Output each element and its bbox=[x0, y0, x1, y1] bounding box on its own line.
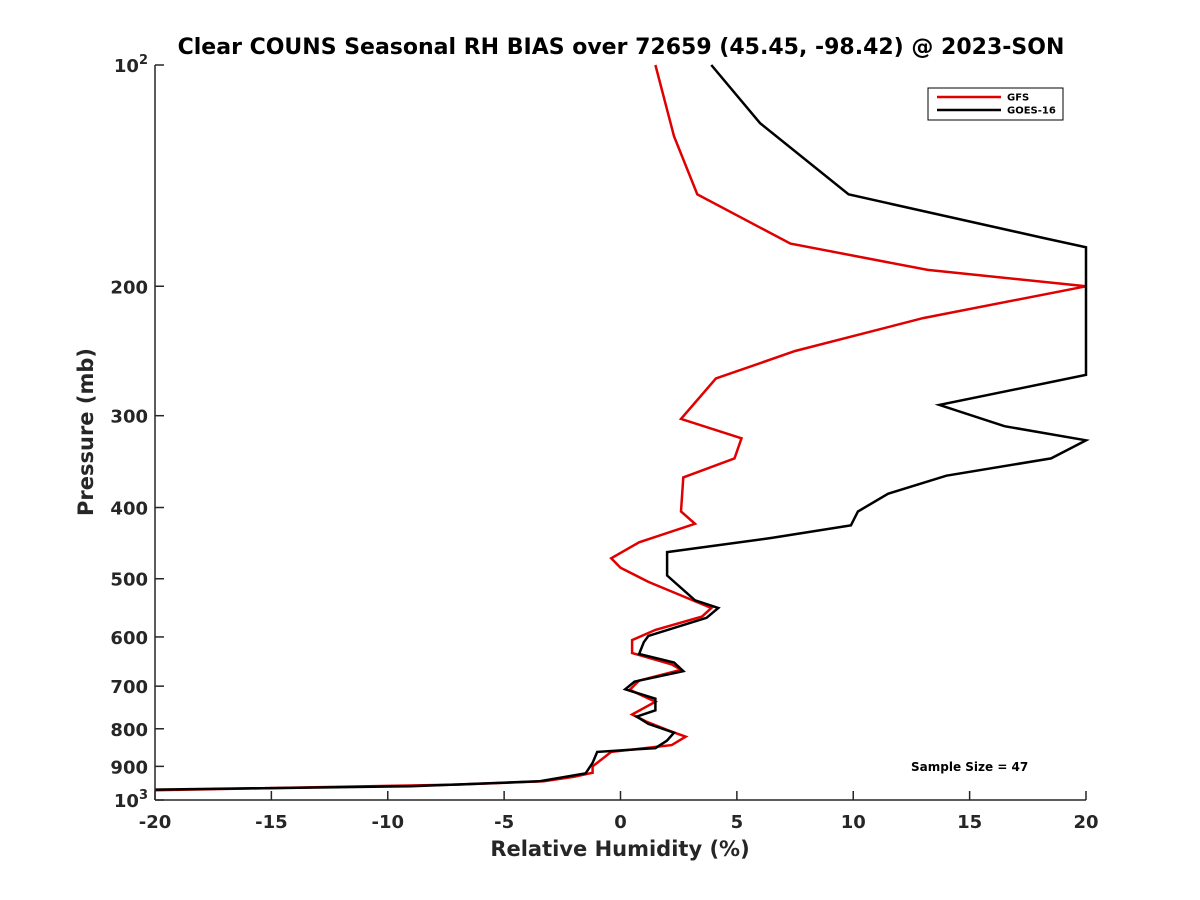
chart-title: Clear COUNS Seasonal RH BIAS over 72659 … bbox=[178, 35, 1065, 60]
legend: GFS GOES-16 bbox=[927, 87, 1064, 121]
y-tick-label: 500 bbox=[110, 570, 148, 591]
x-tick-label: -10 bbox=[371, 812, 404, 833]
x-tick-label: 20 bbox=[1073, 812, 1098, 833]
x-tick-label: 5 bbox=[731, 812, 744, 833]
y-ticks: 102 200 300 400 500 600 700 800 900 103 bbox=[110, 53, 164, 812]
y-tick-label: 103 bbox=[114, 788, 148, 812]
y-tick-label: 700 bbox=[110, 677, 148, 698]
legend-label: GOES-16 bbox=[1007, 106, 1056, 117]
y-tick-label: 300 bbox=[110, 407, 148, 428]
x-tick-label: -15 bbox=[255, 812, 288, 833]
x-tick-label: 10 bbox=[841, 812, 866, 833]
x-axis-label: Relative Humidity (%) bbox=[490, 837, 749, 861]
x-tick-label: 15 bbox=[957, 812, 982, 833]
axes bbox=[154, 65, 1086, 801]
legend-label: GFS bbox=[1007, 93, 1029, 104]
x-tick-label: -5 bbox=[494, 812, 514, 833]
y-tick-label: 200 bbox=[110, 277, 148, 298]
sample-size-annotation: Sample Size = 47 bbox=[911, 760, 1028, 774]
y-tick-label: 400 bbox=[110, 499, 148, 520]
y-axis-label: Pressure (mb) bbox=[74, 348, 98, 516]
x-ticks: -20 -15 -10 -5 0 5 10 15 20 bbox=[139, 791, 1099, 833]
x-tick-label: -20 bbox=[139, 812, 172, 833]
series-line-goes-16 bbox=[154, 64, 1090, 791]
y-tick-label: 600 bbox=[110, 628, 148, 649]
y-tick-label: 102 bbox=[114, 53, 148, 77]
legend-box bbox=[927, 87, 1064, 121]
x-tick-label: 0 bbox=[614, 812, 627, 833]
y-tick-label: 800 bbox=[110, 720, 148, 741]
y-tick-label: 900 bbox=[110, 757, 148, 778]
series-line-gfs bbox=[154, 64, 1087, 792]
series-layer bbox=[154, 64, 1090, 792]
